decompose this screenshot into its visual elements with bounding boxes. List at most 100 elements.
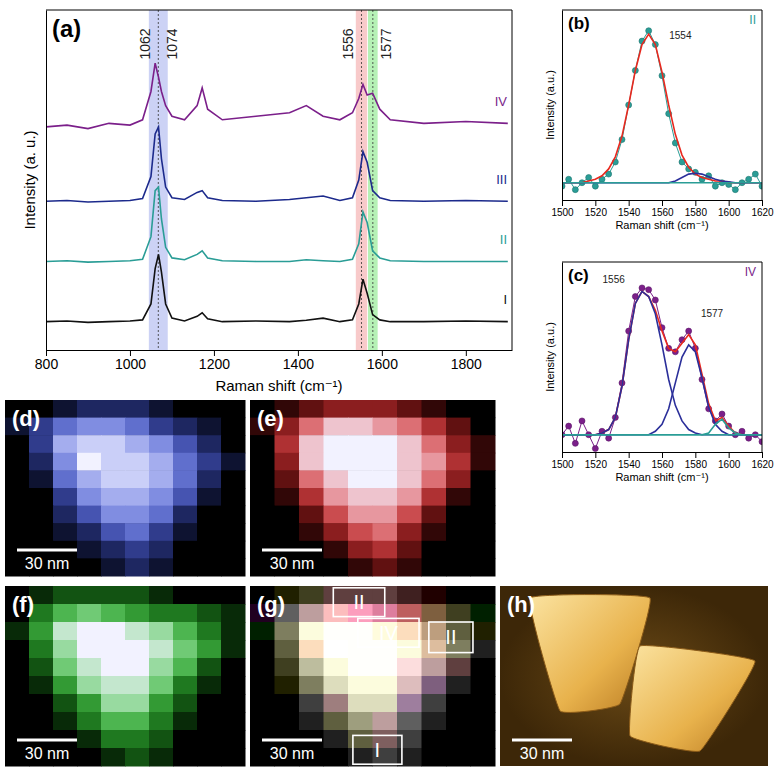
scale-bar-label: 30 nm bbox=[25, 745, 69, 762]
cell bbox=[324, 712, 349, 731]
x-tick-label: 1520 bbox=[585, 459, 608, 470]
x-tick-label: 1600 bbox=[367, 356, 398, 372]
scale-bar-label: 30 nm bbox=[520, 745, 564, 762]
cell bbox=[101, 694, 126, 713]
cell bbox=[221, 488, 246, 506]
cell bbox=[77, 658, 102, 677]
cell bbox=[397, 418, 422, 436]
cell bbox=[173, 622, 198, 641]
cell bbox=[221, 541, 246, 559]
cell bbox=[173, 694, 198, 713]
cell bbox=[173, 712, 198, 731]
cell bbox=[471, 453, 496, 471]
cell bbox=[471, 640, 496, 659]
panel-title: IV bbox=[745, 265, 756, 279]
cell bbox=[173, 435, 198, 453]
cell bbox=[53, 523, 78, 541]
band bbox=[368, 10, 378, 350]
annotation: 1577 bbox=[701, 308, 724, 319]
cells bbox=[250, 400, 496, 577]
cell bbox=[197, 470, 222, 488]
cell bbox=[471, 622, 496, 641]
panel-label: (e) bbox=[257, 406, 284, 431]
cell bbox=[397, 730, 422, 749]
cell bbox=[373, 400, 398, 418]
cell bbox=[250, 435, 275, 453]
cell bbox=[173, 453, 198, 471]
cell bbox=[348, 622, 373, 641]
cell bbox=[197, 658, 222, 677]
cell bbox=[397, 676, 422, 695]
series-line bbox=[562, 182, 762, 184]
panel-0: 80010001200140016001800Raman shift (cm⁻¹… bbox=[21, 10, 513, 394]
series-line bbox=[562, 419, 762, 435]
x-tick-mark bbox=[695, 200, 696, 206]
series-point bbox=[712, 183, 718, 189]
cell bbox=[275, 435, 300, 453]
cell bbox=[446, 506, 471, 524]
cell bbox=[101, 523, 126, 541]
cell bbox=[197, 418, 222, 436]
series-point bbox=[652, 297, 658, 303]
cell bbox=[197, 694, 222, 713]
cell bbox=[5, 694, 30, 713]
map-background bbox=[250, 586, 495, 766]
x-tick-label: 1560 bbox=[651, 459, 674, 470]
cell bbox=[422, 730, 447, 749]
cell bbox=[77, 400, 102, 418]
cell bbox=[197, 586, 222, 605]
series-point bbox=[579, 418, 585, 424]
cell bbox=[29, 435, 54, 453]
cell bbox=[471, 586, 496, 605]
cell bbox=[5, 470, 30, 488]
cell bbox=[250, 694, 275, 713]
cell bbox=[149, 748, 174, 767]
series-point bbox=[592, 183, 598, 189]
cell bbox=[125, 488, 150, 506]
panel-label: (f) bbox=[12, 592, 34, 617]
plot-area bbox=[562, 285, 762, 452]
cell bbox=[299, 506, 324, 524]
series-point bbox=[572, 440, 578, 446]
cell bbox=[53, 712, 78, 731]
cell bbox=[77, 586, 102, 605]
x-tick: 1580 bbox=[685, 452, 708, 470]
cell bbox=[348, 400, 373, 418]
cell bbox=[101, 400, 126, 418]
series-point bbox=[646, 287, 652, 293]
cell bbox=[149, 694, 174, 713]
cell bbox=[149, 488, 174, 506]
cell bbox=[101, 712, 126, 731]
cell bbox=[197, 748, 222, 767]
cell bbox=[197, 730, 222, 749]
cell bbox=[324, 748, 349, 767]
y-axis-line bbox=[46, 11, 47, 351]
cell bbox=[173, 488, 198, 506]
cell bbox=[221, 640, 246, 659]
cell bbox=[5, 453, 30, 471]
x-tick-label: 1200 bbox=[199, 356, 230, 372]
cell bbox=[149, 418, 174, 436]
cell bbox=[173, 506, 198, 524]
cell bbox=[221, 604, 246, 623]
annotation: 1577 bbox=[378, 28, 394, 59]
x-tick: 800 bbox=[35, 350, 59, 372]
x-tick-mark bbox=[562, 452, 563, 458]
cell bbox=[221, 453, 246, 471]
cell bbox=[446, 558, 471, 576]
x-tick-mark bbox=[695, 452, 696, 458]
cell bbox=[397, 712, 422, 731]
series-line bbox=[562, 434, 762, 436]
cell bbox=[125, 470, 150, 488]
afm-background bbox=[500, 586, 768, 766]
cell bbox=[101, 730, 126, 749]
cell bbox=[53, 622, 78, 641]
cell bbox=[324, 541, 349, 559]
y-axis bbox=[562, 11, 563, 201]
cell bbox=[373, 418, 398, 436]
cell bbox=[149, 712, 174, 731]
cell bbox=[125, 418, 150, 436]
cell bbox=[197, 435, 222, 453]
cell bbox=[173, 470, 198, 488]
cell bbox=[373, 712, 398, 731]
